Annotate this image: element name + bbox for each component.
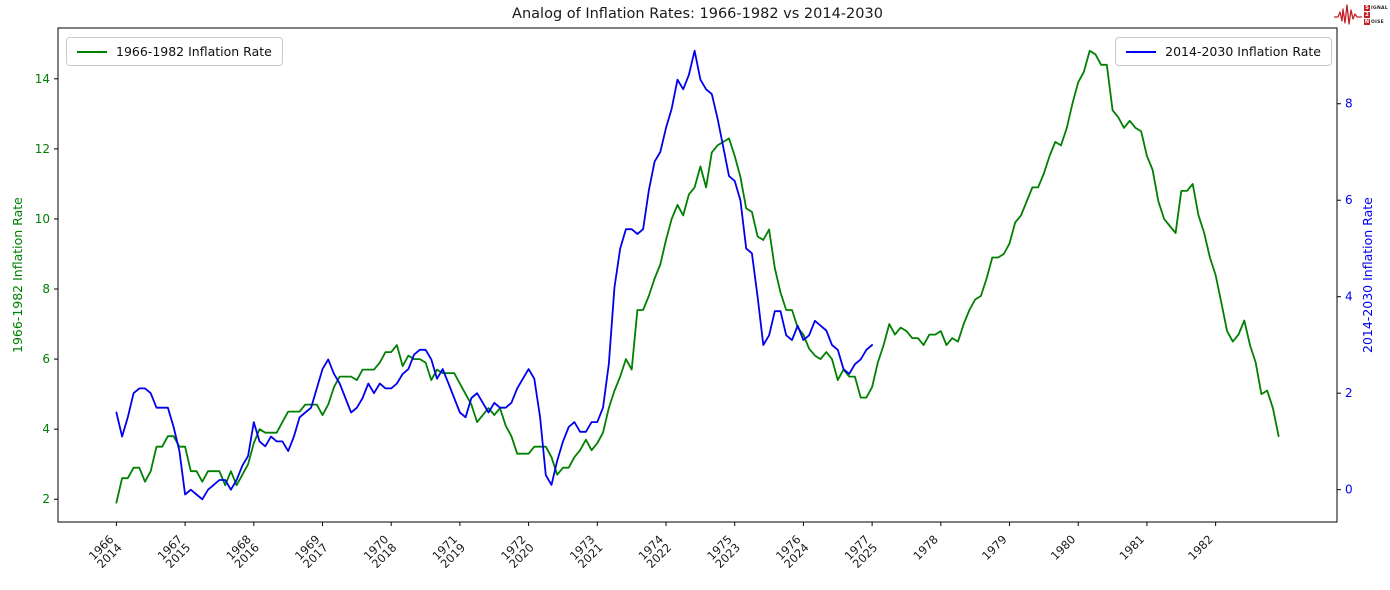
x-axis-tick-label: 19682016 [223, 532, 262, 571]
x-axis-tick-label: 19722020 [498, 532, 537, 571]
right-axis-title: 2014-2030 Inflation Rate [1360, 197, 1375, 353]
y-axis-tick-label-left: 14 [35, 72, 50, 86]
x-axis-tick-label: 1978 [910, 532, 941, 563]
signal2noise-logo: S IGNAL 2 N OISE [1333, 2, 1388, 28]
logo-badge-n: N [1364, 19, 1371, 25]
series-line-1966-1982 [115, 49, 1280, 504]
x-axis-tick-label: 19692017 [292, 532, 331, 571]
heartbeat-waveform-icon [1334, 4, 1363, 25]
y-axis-tick-label-right: 8 [1345, 97, 1353, 111]
logo-text: S IGNAL 2 N OISE [1364, 5, 1388, 26]
x-axis-tick-label: 19752023 [704, 532, 743, 571]
y-axis-tick-label-left: 6 [42, 352, 50, 366]
logo-badge-s: S [1364, 5, 1371, 11]
y-axis-tick-label-left: 12 [35, 142, 50, 156]
logo-row-noise: N OISE [1364, 19, 1388, 26]
legend-line-sample-blue [1126, 50, 1157, 53]
y-axis-tick-label-right: 2 [1345, 386, 1353, 400]
x-axis-tick-label: 19672015 [155, 532, 194, 571]
logo-word-ignal: IGNAL [1371, 5, 1388, 11]
logo-row-signal: S IGNAL [1364, 5, 1388, 12]
x-axis-tick-label: 1979 [979, 532, 1010, 563]
x-axis-tick-label: 19772025 [842, 532, 881, 571]
x-axis-tick-label: 1980 [1048, 532, 1079, 563]
legend-2014-2030: 2014-2030 Inflation Rate [1115, 37, 1332, 66]
x-axis-tick-label: 19742022 [636, 532, 675, 571]
x-axis-tick-label: 19732021 [567, 532, 606, 571]
logo-word-oise: OISE [1371, 19, 1385, 25]
legend-1966-1982: 1966-1982 Inflation Rate [66, 37, 283, 66]
y-axis-tick-label-left: 8 [42, 282, 50, 296]
y-axis-tick-label-right: 6 [1345, 193, 1353, 207]
y-axis-tick-label-left: 2 [42, 492, 50, 506]
x-axis-tick-label: 19662014 [86, 532, 125, 571]
legend-label-2014-2030: 2014-2030 Inflation Rate [1165, 44, 1321, 59]
left-axis-title: 1966-1982 Inflation Rate [10, 197, 25, 353]
logo-row-2: 2 [1364, 12, 1388, 19]
x-axis-tick-label: 1982 [1185, 532, 1216, 563]
plot-frame [57, 27, 1338, 523]
x-axis-tick-label: 19712019 [429, 532, 468, 571]
series-line-2014-2030 [115, 49, 873, 501]
chart-title: Analog of Inflation Rates: 1966-1982 vs … [512, 6, 883, 22]
logo-badge-2: 2 [1364, 12, 1371, 18]
legend-line-sample-green [77, 50, 107, 53]
y-axis-tick-label-right: 0 [1345, 483, 1353, 497]
x-axis-tick-label: 1981 [1116, 532, 1147, 563]
legend-label-1966-1982: 1966-1982 Inflation Rate [116, 44, 272, 59]
y-axis-tick-label-left: 10 [35, 212, 50, 226]
x-axis-tick-label: 19702018 [361, 532, 400, 571]
x-axis-tick-label: 19762024 [773, 532, 812, 571]
y-axis-tick-label-right: 4 [1345, 290, 1353, 304]
y-axis-tick-label-left: 4 [42, 422, 50, 436]
